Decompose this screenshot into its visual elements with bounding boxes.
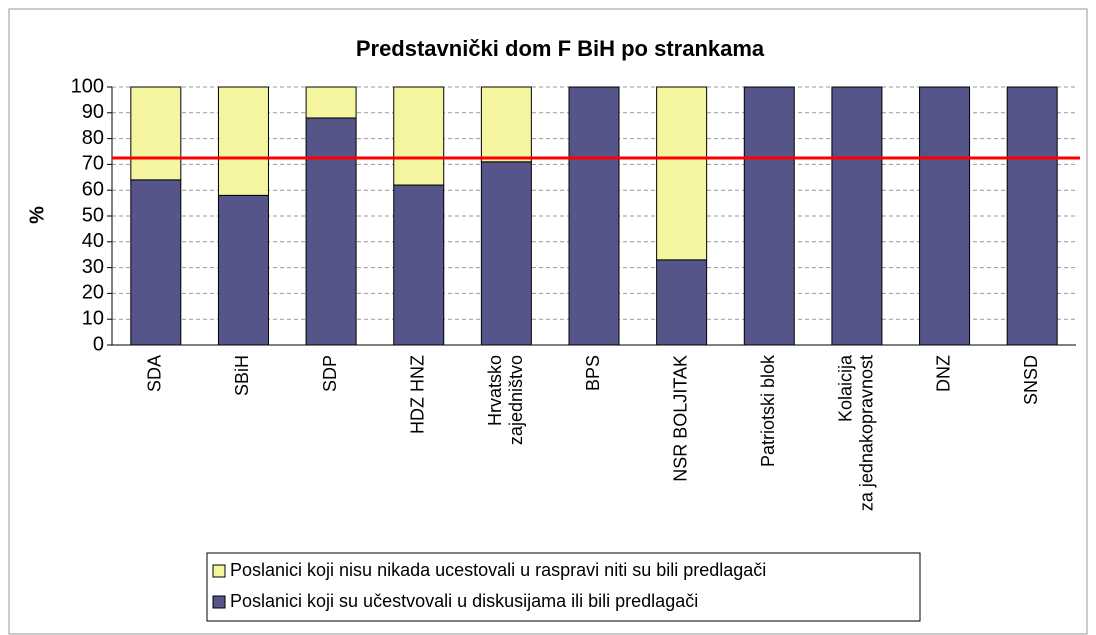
y-tick-label: 80	[82, 127, 104, 149]
bar-segment	[393, 86, 445, 186]
bar-segment	[480, 161, 532, 346]
x-tick-label: SDP	[320, 355, 340, 392]
y-tick-label: 30	[82, 256, 104, 278]
bar-segment	[1006, 86, 1058, 346]
x-tick-label: SBiH	[232, 355, 252, 396]
bar-segment	[831, 86, 883, 346]
y-tick-label: 100	[71, 75, 104, 97]
legend	[206, 552, 921, 622]
y-tick-label: 50	[82, 204, 104, 226]
bar-segment	[217, 194, 269, 346]
x-tick-label: NSR BOLJITAK	[670, 355, 690, 482]
x-tick-label: Hrvatskozajedništvo	[485, 355, 526, 445]
x-tick-label: SNSD	[1021, 355, 1041, 405]
y-tick-label: 0	[93, 333, 104, 355]
legend-label: Poslanici koji su učestvovali u diskusij…	[230, 591, 698, 611]
legend-label: Poslanici koji nisu nikada ucestovali u …	[230, 560, 766, 580]
chart-title: Predstavnički dom F BiH po strankama	[356, 36, 765, 61]
y-tick-label: 70	[82, 153, 104, 175]
bar-segment	[480, 86, 532, 163]
legend-swatch	[212, 564, 226, 578]
x-tick-label: HDZ HNZ	[407, 355, 427, 434]
bar-segment	[393, 184, 445, 346]
legend-swatch	[212, 595, 226, 609]
x-tick-label: Kolaicijaza jednakopravnost	[835, 354, 876, 511]
y-axis-label: %	[26, 206, 48, 224]
bar-segment	[656, 86, 708, 261]
bar-segment	[130, 179, 182, 346]
x-tick-label: SDA	[145, 355, 165, 392]
bar-segment	[217, 86, 269, 196]
x-tick-label: DNZ	[933, 355, 953, 392]
y-tick-label: 60	[82, 178, 104, 200]
bar-segment	[919, 86, 971, 346]
bar-segment	[656, 259, 708, 346]
bar-segment	[305, 86, 357, 119]
y-tick-label: 40	[82, 230, 104, 252]
x-tick-label: BPS	[583, 355, 603, 391]
y-tick-label: 10	[82, 307, 104, 329]
y-tick-label: 20	[82, 282, 104, 304]
x-tick-label: Patriotski blok	[758, 354, 778, 467]
y-tick-label: 90	[82, 101, 104, 123]
bar-segment	[130, 86, 182, 181]
bar-segment	[305, 117, 357, 346]
bar-segment	[568, 86, 620, 346]
bar-segment	[743, 86, 795, 346]
